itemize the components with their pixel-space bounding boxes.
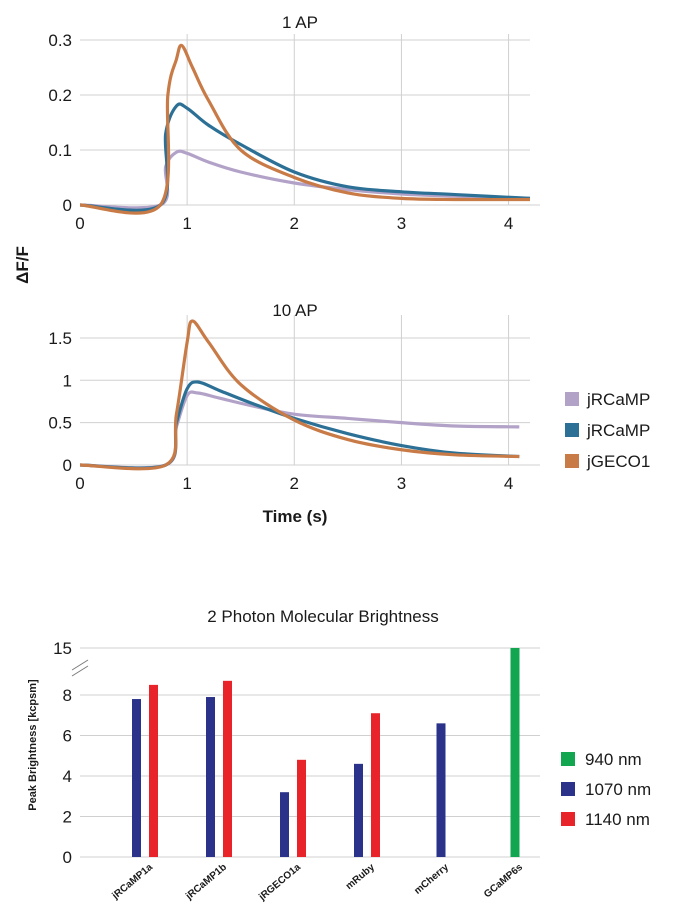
y-tick-label-brightness: 0	[63, 848, 72, 867]
category-labels-brightness: jRCaMP1a jRCaMP1b jRGECO1a mRuby mCherry GCaM…	[110, 862, 526, 904]
legend-swatch-wavelength	[561, 752, 575, 766]
bar-mRuby	[371, 713, 380, 857]
x-tick-label-10ap: 0	[75, 474, 84, 493]
x-axis-label-time: Time (s)	[263, 507, 328, 526]
y-tick-label-10ap: 1	[63, 371, 72, 390]
legend-label-trace: jGECO1	[586, 452, 650, 471]
y-tick-label-brightness: 4	[63, 767, 72, 786]
legend-label-trace: jRCaMP	[586, 390, 650, 409]
y-tick-label-10ap: 0.5	[48, 414, 72, 433]
y-tick-label-brightness: 2	[63, 808, 72, 827]
legend-label-wavelength: 1070 nm	[585, 780, 651, 799]
grid-1ap	[80, 34, 530, 205]
y-tick-label-brightness: 8	[63, 686, 72, 705]
y-tick-label-10ap: 1.5	[48, 329, 72, 348]
x-tick-label-1ap: 1	[182, 214, 191, 233]
y-tick-label-10ap: 0	[63, 456, 72, 475]
bars-brightness	[132, 648, 520, 857]
y-tick-label-1ap: 0.1	[48, 141, 72, 160]
legend-swatch-wavelength	[561, 812, 575, 826]
legend-swatch-trace	[565, 392, 579, 406]
x-tick-label-1ap: 4	[504, 214, 513, 233]
legend-swatch-wavelength	[561, 782, 575, 796]
panel-1ap: 1 AP 0 0.1 0.2 0.3 0 1 2 3 4	[48, 13, 540, 233]
x-tick-label-10ap: 3	[397, 474, 406, 493]
x-tick-label-1ap: 0	[75, 214, 84, 233]
x-tick-label-1ap: 3	[397, 214, 406, 233]
y-ticks-1ap: 0 0.1 0.2 0.3	[48, 31, 72, 215]
y-tick-label-brightness: 15	[53, 639, 72, 658]
legend-swatch-trace	[565, 454, 579, 468]
x-tick-label-10ap: 4	[504, 474, 513, 493]
series-line-10ap-0	[79, 390, 520, 470]
category-label: jRCaMP1b	[183, 862, 229, 903]
x-ticks-1ap: 0 1 2 3 4	[75, 214, 513, 233]
y-tick-label-1ap: 0.2	[48, 86, 72, 105]
category-label: GCaMP6s	[482, 862, 525, 901]
bar-mRuby	[354, 763, 363, 857]
category-label: mRuby	[344, 862, 377, 892]
legend-label-wavelength: 940 nm	[585, 750, 642, 769]
x-tick-label-1ap: 2	[290, 214, 299, 233]
legend-wavelengths: 940 nm 1070 nm 1140 nm	[561, 750, 651, 829]
bar-jRCaMP1a	[132, 699, 141, 857]
shared-y-label: ΔF/F	[13, 246, 32, 284]
series-line-1ap-0	[79, 149, 531, 210]
series-line-1ap-2	[79, 43, 531, 215]
bar-jRGECO1a	[297, 759, 306, 857]
y-ticks-brightness: 0 2 4 6 8 15	[53, 639, 72, 867]
chart-title-brightness: 2 Photon Molecular Brightness	[207, 607, 439, 626]
panel-brightness: 2 Photon Molecular Brightness Peak Brigh…	[27, 607, 540, 903]
bar-mCherry	[436, 723, 446, 857]
y-tick-label-1ap: 0.3	[48, 31, 72, 50]
x-tick-label-10ap: 1	[182, 474, 191, 493]
series-line-10ap-2	[79, 319, 520, 471]
y-ticks-10ap: 0 0.5 1 1.5	[48, 329, 72, 475]
category-label: jRCaMP1a	[110, 862, 156, 903]
chart-title-10ap: 10 AP	[272, 301, 317, 320]
legend-label-trace: jRCaMP	[586, 421, 650, 440]
series-lines-1ap	[79, 43, 531, 215]
axis-break-icon	[71, 659, 89, 677]
grid-10ap	[80, 315, 530, 465]
chart-title-1ap: 1 AP	[282, 13, 318, 32]
legend-traces: jRCaMP jRCaMP jGECO1	[565, 390, 650, 471]
bar-jRCaMP1b	[223, 680, 232, 857]
category-label: jRGECO1a	[256, 862, 303, 904]
y-axis-label-brightness: Peak Brightness [kcpsm]	[27, 679, 39, 811]
bar-GCaMP6s	[510, 648, 520, 857]
category-label: mCherry	[412, 862, 451, 897]
bar-jRGECO1a	[280, 792, 289, 857]
series-line-1ap-1	[79, 102, 531, 212]
x-tick-label-10ap: 2	[290, 474, 299, 493]
legend-label-wavelength: 1140 nm	[585, 810, 650, 829]
y-tick-label-brightness: 6	[63, 727, 72, 746]
panel-10ap: 10 AP 0 0.5 1 1.5 0 1 2 3 4 Time (s)	[48, 301, 540, 526]
x-ticks-10ap: 0 1 2 3 4	[75, 474, 513, 493]
y-tick-label-1ap: 0	[63, 196, 72, 215]
legend-swatch-trace	[565, 423, 579, 437]
bar-jRCaMP1a	[149, 684, 158, 857]
bar-jRCaMP1b	[206, 697, 215, 857]
series-lines-10ap	[79, 319, 520, 471]
